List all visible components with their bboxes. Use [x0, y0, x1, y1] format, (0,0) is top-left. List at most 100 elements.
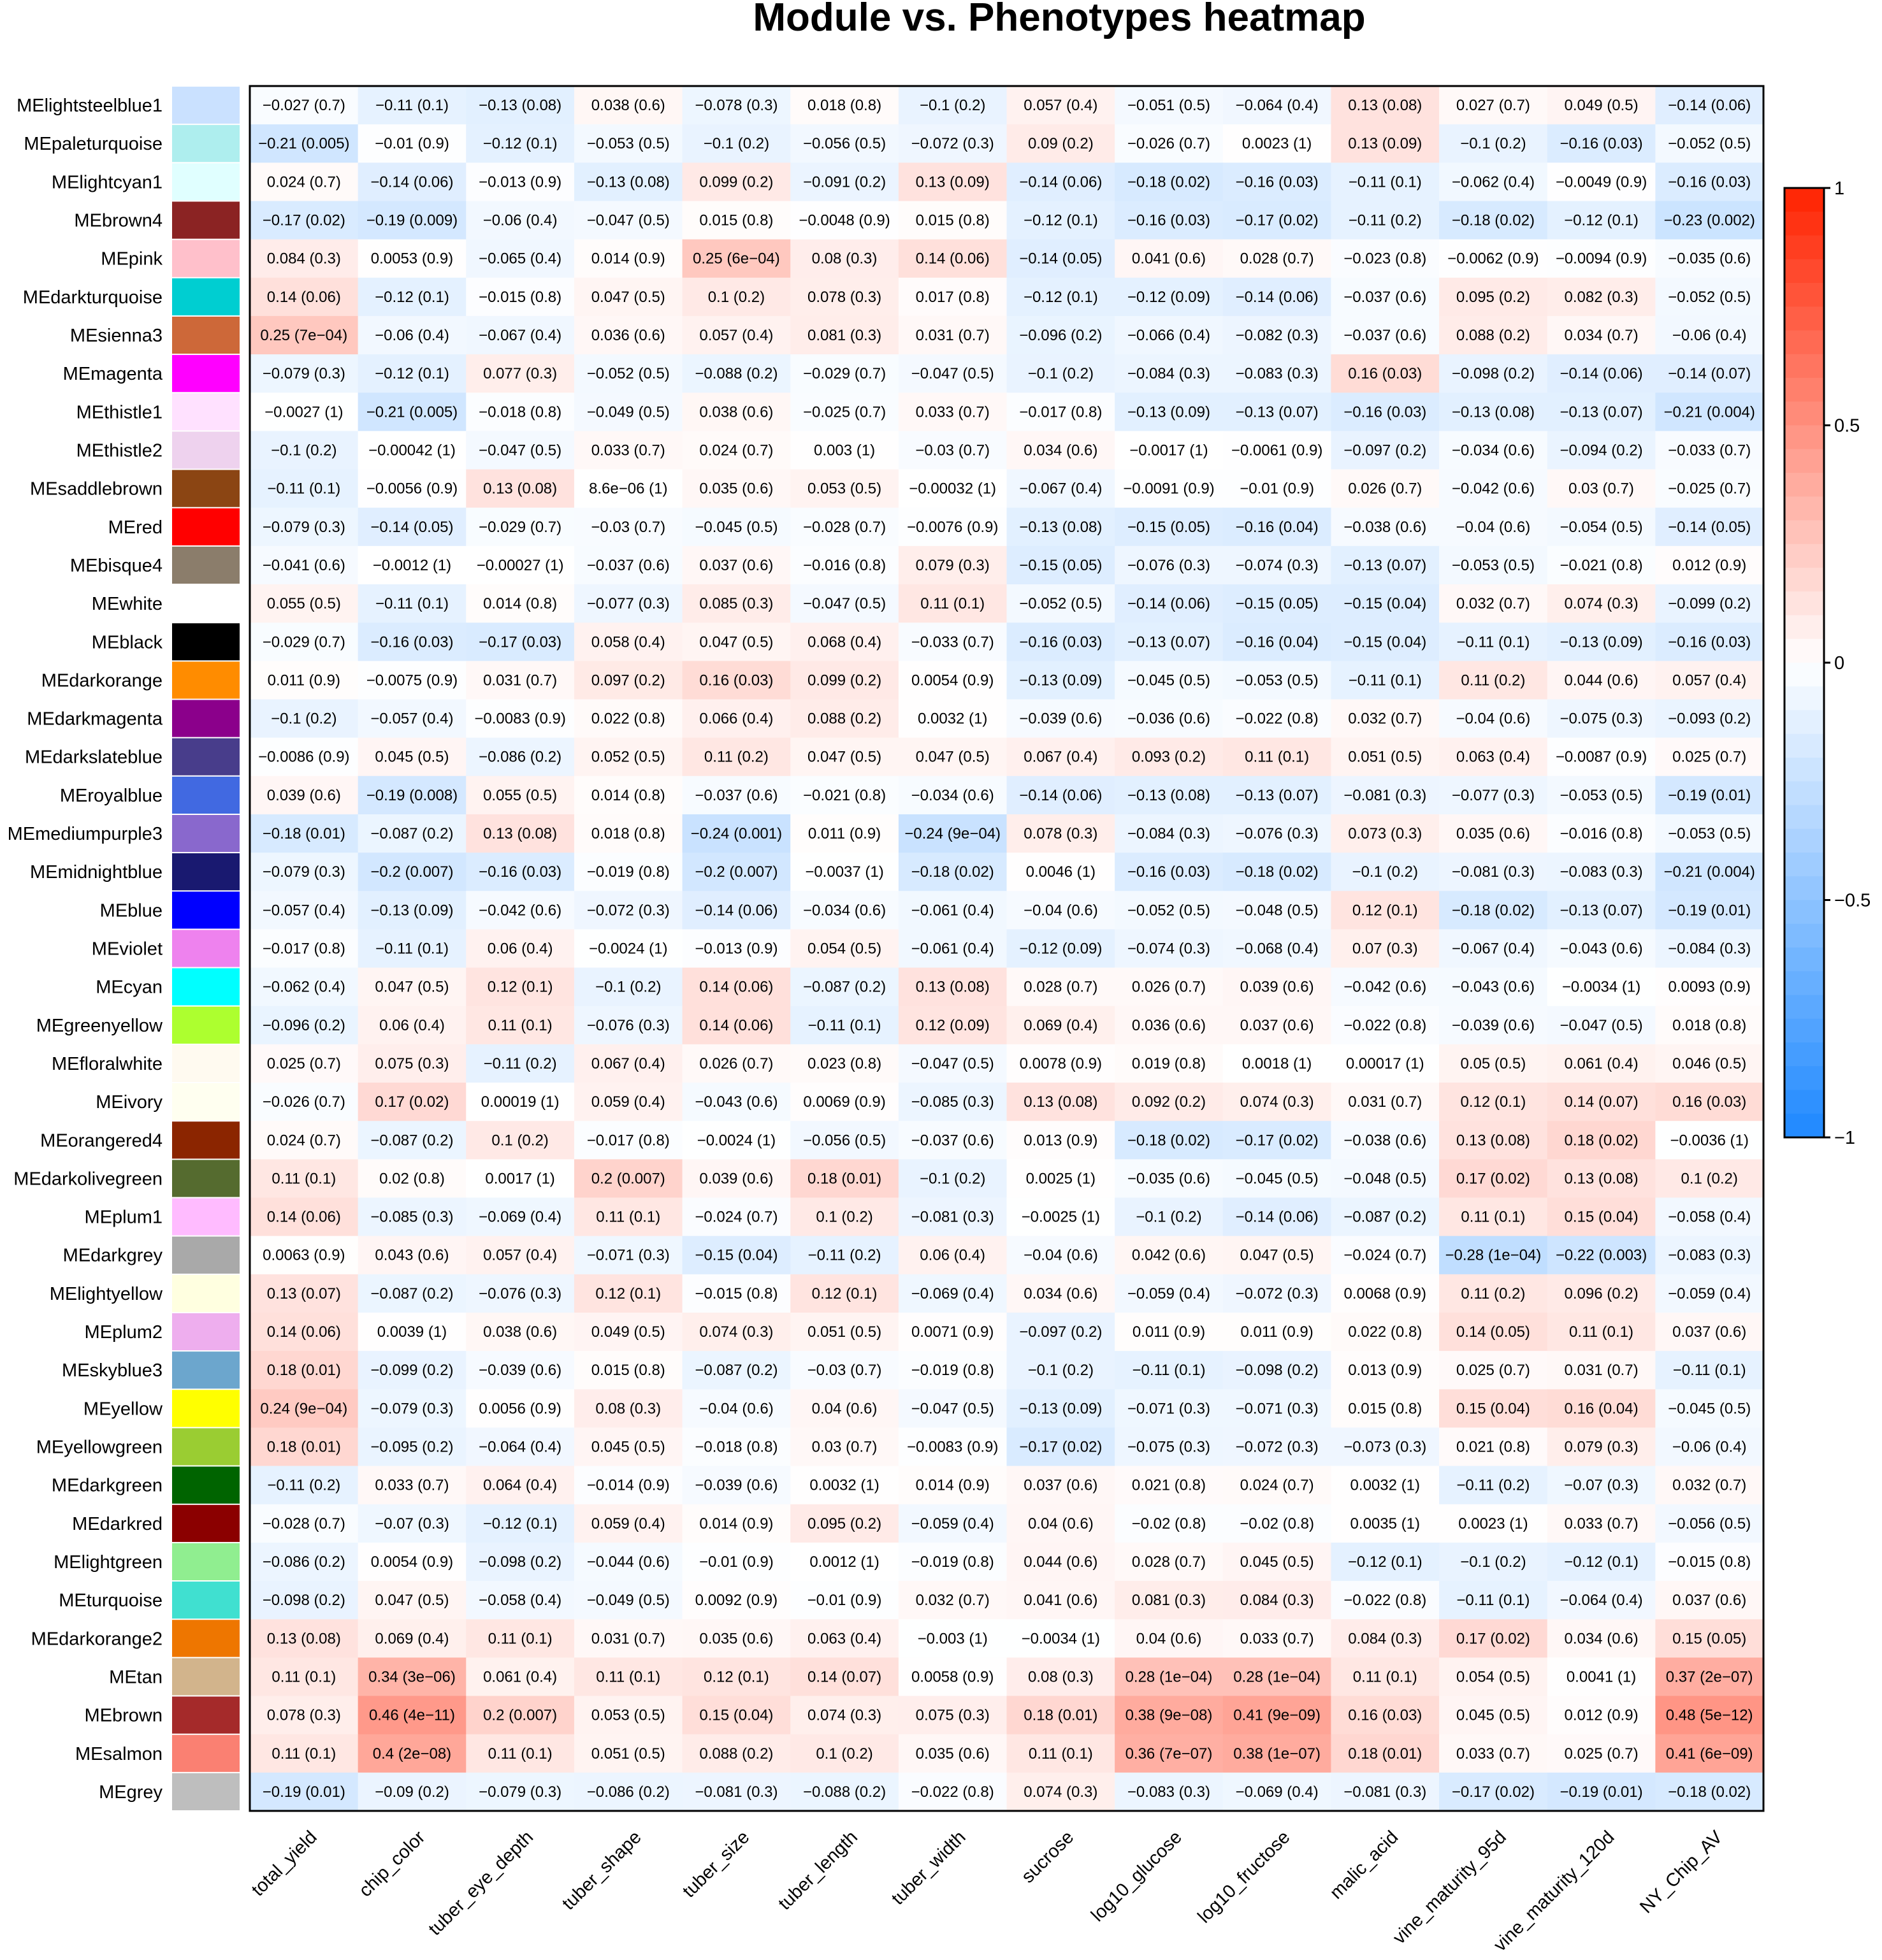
cell-label: −0.16 (0.03): [1343, 403, 1426, 421]
heatmap-cell: [1655, 1619, 1764, 1658]
cell-label: −0.095 (0.2): [370, 1439, 453, 1456]
heatmap-cell: [1006, 853, 1115, 891]
cell-label: −0.15 (0.04): [695, 1247, 778, 1264]
legend-segment: [1784, 758, 1824, 782]
heatmap-cell: [1115, 737, 1224, 777]
module-swatch: [172, 1160, 240, 1197]
heatmap-cell: [574, 86, 683, 125]
heatmap-cell: [574, 853, 683, 891]
cell-label: 0.1 (0.2): [491, 1132, 548, 1149]
heatmap-cell: [682, 86, 791, 125]
cell-label: 0.074 (0.3): [1024, 1783, 1097, 1801]
heatmap-cell: [1006, 239, 1115, 278]
cell-label: −0.12 (0.1): [483, 135, 558, 152]
cell-label: −0.018 (0.8): [695, 1439, 778, 1456]
heatmap-cell: [1331, 1657, 1440, 1697]
row-label: MEsaddlebrown: [30, 479, 163, 500]
heatmap-cell: [1006, 929, 1115, 969]
heatmap-cell: [358, 584, 467, 623]
cell-label: −0.099 (0.2): [370, 1362, 453, 1379]
cell-label: −0.21 (0.005): [258, 135, 349, 152]
heatmap-cell: [1331, 1389, 1440, 1429]
cell-label: −0.18 (0.02): [1127, 1132, 1210, 1149]
heatmap-cell: [358, 239, 467, 278]
cell-label: −0.1 (0.2): [1136, 1209, 1201, 1226]
cell-label: −0.058 (0.4): [1668, 1209, 1751, 1226]
heatmap-cell: [898, 393, 1008, 431]
heatmap-cell: [1115, 891, 1224, 930]
cell-label: −0.023 (0.8): [1343, 250, 1426, 268]
heatmap-cell: [1006, 1044, 1115, 1083]
cell-label: 0.074 (0.3): [699, 1323, 773, 1341]
heatmap-cell: [466, 507, 575, 547]
cell-label: −0.022 (0.8): [1236, 710, 1319, 728]
cell-label: −0.19 (0.01): [1668, 902, 1751, 919]
cell-label: 0.041 (0.6): [1132, 250, 1206, 268]
cell-label: −0.2 (0.007): [695, 863, 778, 881]
heatmap-cell: [1115, 86, 1224, 125]
heatmap-cell: [466, 86, 575, 125]
cell-label: −0.03 (0.7): [591, 519, 665, 536]
heatmap-cell: [1547, 929, 1656, 969]
cell-label: 0.0032 (1): [1350, 1477, 1420, 1494]
cell-label: 0.088 (0.2): [1456, 327, 1530, 344]
cell-label: −0.029 (0.7): [479, 519, 561, 536]
cell-label: −0.14 (0.06): [1019, 173, 1102, 191]
cell-label: 0.28 (1e−04): [1233, 1668, 1321, 1685]
cell-label: −0.049 (0.5): [587, 1592, 670, 1609]
cell-label: −0.081 (0.3): [1343, 1783, 1426, 1801]
heatmap-cell: [1547, 431, 1656, 470]
heatmap-cell: [1115, 1504, 1224, 1543]
heatmap-cell: [250, 814, 359, 853]
heatmap-cell: [1547, 1312, 1656, 1351]
cell-label: 0.11 (0.1): [920, 595, 985, 612]
cell-label: 0.051 (0.5): [1348, 749, 1422, 766]
heatmap-cell: [250, 431, 359, 470]
heatmap-cell: [466, 1197, 575, 1237]
heatmap-cell: [1439, 124, 1548, 163]
cell-label: 0.011 (0.9): [808, 825, 881, 842]
heatmap-cell: [1439, 277, 1548, 317]
legend-segment: [1784, 1066, 1824, 1091]
cell-label: −0.16 (0.04): [1236, 519, 1319, 536]
cell-label: 0.003 (1): [814, 442, 875, 459]
cell-label: 0.0032 (1): [809, 1477, 879, 1494]
heatmap-cell: [898, 584, 1008, 623]
heatmap-cell: [1115, 584, 1224, 623]
cell-label: 0.042 (0.6): [1132, 1247, 1206, 1264]
cell-label: −0.17 (0.02): [1236, 1132, 1319, 1149]
legend-segment: [1784, 923, 1824, 948]
heatmap-cell: [1222, 1351, 1332, 1390]
heatmap-cell: [358, 507, 467, 547]
column-label: vine_maturity_95d: [1389, 1827, 1510, 1948]
cell-label: −0.053 (0.5): [1236, 672, 1319, 689]
heatmap-cell: [898, 1083, 1008, 1121]
heatmap-cell: [1331, 661, 1440, 700]
heatmap-cell: [1222, 1005, 1332, 1045]
heatmap-cell: [358, 891, 467, 930]
cell-label: −0.051 (0.5): [1127, 97, 1210, 114]
cell-label: −0.12 (0.1): [1564, 212, 1639, 229]
cell-label: 0.046 (0.5): [1672, 1055, 1746, 1072]
cell-label: −0.23 (0.002): [1663, 212, 1755, 229]
heatmap-cell: [790, 584, 899, 623]
cell-label: −0.061 (0.4): [911, 940, 994, 958]
cell-label: 0.0046 (1): [1026, 863, 1096, 881]
heatmap-cell: [1547, 1734, 1656, 1773]
cell-label: −0.13 (0.08): [1452, 403, 1535, 421]
legend-segment: [1784, 686, 1824, 711]
row-label: MEthistle2: [76, 440, 163, 461]
cell-label: 0.13 (0.08): [1456, 1132, 1530, 1149]
cell-label: 0.16 (0.04): [1564, 1400, 1638, 1417]
heatmap-cell: [1331, 1581, 1440, 1620]
heatmap-cell: [682, 623, 791, 661]
heatmap-cell: [1655, 1083, 1764, 1121]
cell-label: 0.06 (0.4): [379, 1017, 445, 1034]
cell-label: 0.039 (0.6): [1240, 979, 1314, 996]
heatmap-cell: [250, 661, 359, 700]
heatmap-cell: [1331, 507, 1440, 547]
cell-label: −0.13 (0.08): [479, 97, 561, 114]
heatmap-cell: [1655, 1389, 1764, 1429]
heatmap-cell: [1222, 1312, 1332, 1351]
heatmap-cell: [1331, 814, 1440, 853]
